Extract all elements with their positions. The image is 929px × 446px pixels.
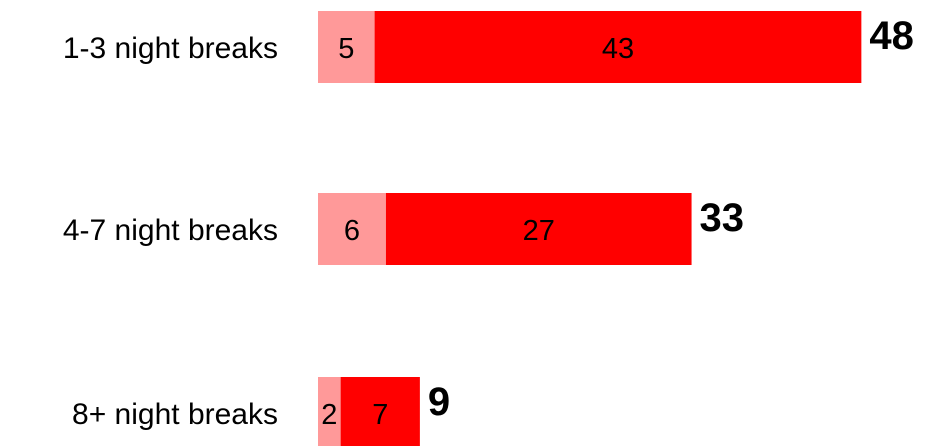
segment-value-label: 43 xyxy=(602,33,634,65)
bar-segment xyxy=(318,377,341,446)
total-value-label: 48 xyxy=(869,14,914,58)
bar-row: 8+ night breaks 2 7 9 xyxy=(72,377,450,446)
segment-value-label: 2 xyxy=(321,399,337,431)
total-value-label: 9 xyxy=(428,380,450,424)
bar-segment xyxy=(318,193,386,265)
segment-value-label: 5 xyxy=(338,33,354,65)
segment-value-label: 7 xyxy=(372,399,388,431)
segment-value-label: 27 xyxy=(523,215,555,247)
chart-rows: 1-3 night breaks 5 43 484-7 night breaks 6 27… xyxy=(63,11,914,446)
bar-segment xyxy=(318,11,375,83)
category-label: 8+ night breaks xyxy=(72,398,278,431)
category-label: 4-7 night breaks xyxy=(63,214,278,247)
bar-row: 4-7 night breaks 6 27 33 xyxy=(63,193,744,265)
bar-segment xyxy=(385,193,692,265)
bar-segment xyxy=(340,377,420,446)
total-value-label: 33 xyxy=(700,196,745,240)
bar-row: 1-3 night breaks 5 43 48 xyxy=(63,11,914,83)
segment-value-label: 6 xyxy=(344,215,360,247)
bar-segment xyxy=(374,11,862,83)
category-label: 1-3 night breaks xyxy=(63,32,278,65)
